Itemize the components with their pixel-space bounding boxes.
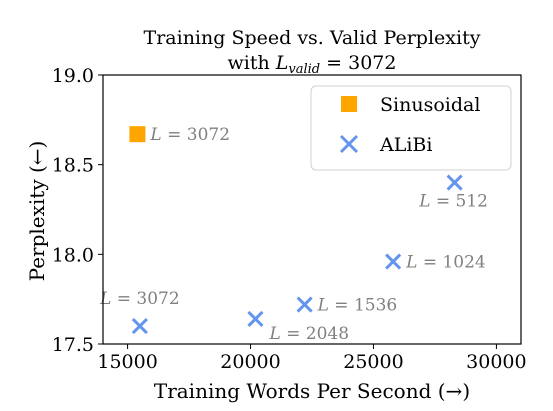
x-tick-label: 30000 <box>466 351 526 373</box>
point-label: L = 1536 <box>317 296 398 316</box>
chart-title-line1: Training Speed vs. Valid Perplexity <box>144 27 481 49</box>
y-tick-label: 19.0 <box>52 65 94 87</box>
x-axis-label: Training Words Per Second (→) <box>154 379 470 403</box>
x-tick-label: 25000 <box>343 351 403 373</box>
x-tick-label: 15000 <box>97 351 157 373</box>
data-point-square <box>129 126 146 143</box>
point-label: L = 3072 <box>149 125 230 145</box>
x-marker-stroke <box>385 253 402 270</box>
point-label: L = 2048 <box>268 324 349 344</box>
chart-title-line2: with Lvalid = 3072 <box>228 52 397 77</box>
data-point-x <box>385 253 402 270</box>
x-marker-stroke <box>296 296 313 313</box>
legend-marker-alibi <box>339 134 359 154</box>
x-marker-stroke <box>446 174 463 191</box>
data-point-x <box>296 296 313 313</box>
point-label: L = 3072 <box>99 289 180 309</box>
point-label: L = 1024 <box>405 253 486 273</box>
data-point-x <box>446 174 463 191</box>
legend: Sinusoidal ALiBi <box>310 85 512 171</box>
legend-label-alibi: ALiBi <box>379 134 432 156</box>
legend-marker-sinusoidal <box>341 96 357 112</box>
x-tick-label: 20000 <box>220 351 280 373</box>
point-label: L = 512 <box>418 192 488 212</box>
axis-ticks: 15000 20000 25000 30000 17.5 18.0 18.5 19.0 <box>52 65 527 373</box>
y-tick-label: 18.5 <box>52 155 94 177</box>
x-marker-stroke <box>131 318 148 335</box>
legend-label-sinusoidal: Sinusoidal <box>380 94 480 116</box>
plot-frame <box>102 74 522 345</box>
y-tick-label: 18.0 <box>52 244 94 266</box>
legend-box <box>310 85 512 171</box>
x-marker-stroke <box>247 310 264 327</box>
y-tick-label: 17.5 <box>52 334 94 356</box>
data-point-x <box>247 310 264 327</box>
data-point-x <box>131 318 148 335</box>
y-axis-label: Perplexity (←) <box>25 141 49 282</box>
data-marks: L = 3072 L = 3072 L = 2048 L = 1536 L = 1024… <box>99 125 488 344</box>
